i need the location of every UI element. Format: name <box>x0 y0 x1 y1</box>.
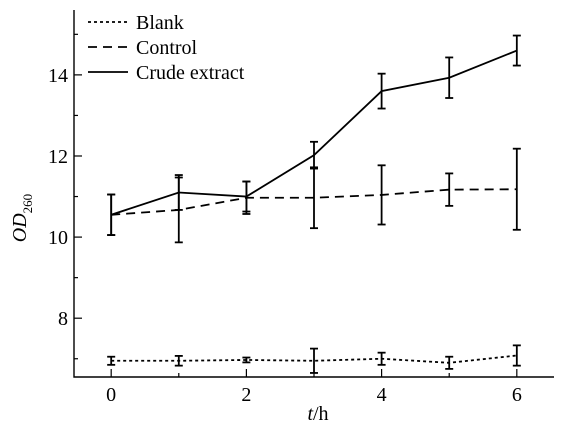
x-tick-label: 2 <box>241 384 251 406</box>
error-bar-control <box>377 164 386 226</box>
y-axis-title: OD260 <box>9 194 35 242</box>
error-bar-crude-extract <box>512 34 521 67</box>
x-axis-title-var: t <box>307 403 313 425</box>
legend-label-blank: Blank <box>136 12 184 34</box>
axis-frame <box>73 10 554 378</box>
x-tick-label: 4 <box>377 384 387 406</box>
error-bar-control <box>445 172 454 207</box>
y-tick-label: 10 <box>48 227 68 249</box>
x-axis-title: t/h <box>307 403 328 425</box>
error-bar-blank <box>174 355 183 367</box>
error-bar-control <box>512 147 521 231</box>
axes: 0 2 4 6 8 10 12 14 <box>48 10 554 406</box>
error-bar-blank <box>242 356 251 364</box>
y-tick-label: 12 <box>48 146 68 168</box>
error-bar-crude-extract <box>174 174 183 211</box>
error-bar-crude-extract <box>242 180 251 213</box>
error-bar-crude-extract <box>445 56 454 99</box>
legend: Blank Control Crude extract <box>88 12 245 84</box>
error-bar-blank <box>445 355 454 370</box>
error-bar-blank <box>107 355 116 366</box>
error-bar-blank <box>512 344 521 367</box>
error-bar-blank <box>377 351 386 366</box>
error-bar-blank <box>310 347 318 374</box>
y-tick-label: 8 <box>58 308 68 330</box>
error-bar-crude-extract <box>377 72 386 110</box>
x-tick-label: 0 <box>106 384 116 406</box>
legend-label-control: Control <box>136 37 198 59</box>
y-axis-title-main: OD <box>9 213 31 242</box>
legend-label-crude-extract: Crude extract <box>136 62 245 84</box>
y-axis-title-sub: 260 <box>20 194 35 214</box>
error-bar-crude-extract <box>310 140 318 170</box>
x-tick-label: 6 <box>512 384 522 406</box>
plot-area <box>107 34 521 374</box>
y-tick-label: 14 <box>48 65 68 87</box>
x-axis-title-unit: /h <box>313 403 329 425</box>
error-bar-crude-extract <box>107 193 116 236</box>
